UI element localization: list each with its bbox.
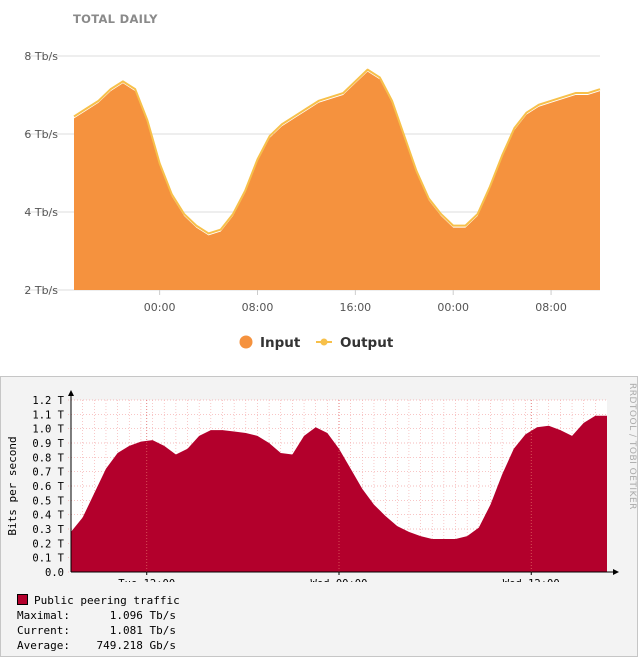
rrd-legend: Public peering traffic Maximal: 1.096 Tb…: [17, 593, 180, 653]
y-tick-label: 0.9 T: [32, 438, 64, 450]
legend-output-label: Output: [340, 335, 394, 351]
x-tick-label: Wed 00:00: [311, 578, 368, 582]
legend-max-row: Maximal: 1.096 Tb/s: [17, 608, 180, 623]
chart-title: TOTAL DAILY: [73, 12, 158, 26]
x-tick-label: 08:00: [242, 301, 274, 314]
y-tick-label: 0.8 T: [32, 452, 64, 464]
y-tick-label: 6 Tb/s: [24, 128, 58, 141]
y-tick-label: 0.3 T: [32, 524, 64, 536]
x-tick-label: 00:00: [437, 301, 469, 314]
y-axis-arrow: [68, 390, 74, 396]
rrd-watermark: RRDTOOL / TOBI OETIKER: [627, 383, 637, 510]
y-tick-label: 0.4 T: [32, 510, 64, 522]
x-tick-label: Wed 12:00: [503, 578, 560, 582]
legend-series-row: Public peering traffic: [17, 593, 180, 608]
y-tick-label: 0.6 T: [32, 481, 64, 493]
y-tick-label: 1.2 T: [32, 395, 64, 407]
legend-max-label: Maximal:: [17, 609, 70, 622]
series-swatch: [17, 594, 28, 605]
y-tick-label: 0.0: [45, 567, 64, 579]
legend-average-label: Average:: [17, 639, 70, 652]
legend-input-marker: [239, 335, 253, 349]
y-tick-label: 2 Tb/s: [24, 284, 58, 297]
legend-current-value: 1.081 Tb/s: [109, 624, 176, 637]
legend-max-value: 1.096 Tb/s: [109, 609, 176, 622]
y-tick-label: 8 Tb/s: [24, 50, 58, 63]
input-series-area: [74, 71, 600, 290]
legend-average-value: 749.218 Gb/s: [96, 639, 176, 652]
x-tick-label: 08:00: [535, 301, 567, 314]
x-tick-label: Tue 12:00: [118, 578, 175, 582]
legend-series-label: Public peering traffic: [34, 594, 180, 607]
y-tick-label: 0.1 T: [32, 553, 64, 565]
y-tick-label: 0.7 T: [32, 467, 64, 479]
y-tick-label: 0.2 T: [32, 538, 64, 550]
rrd-graph-panel: 0.0 0.1 T 0.2 T 0.3 T 0.4 T 0.5 T 0.6 T 0.7 T 0.…: [0, 376, 638, 657]
total-daily-plot: 2 Tb/s 4 Tb/s 6 Tb/s 8 Tb/s 00:00 08:00 16:00 0…: [24, 50, 601, 351]
x-axis-arrow: [613, 569, 619, 575]
y-tick-label: 0.5 T: [32, 495, 64, 507]
y-tick-label: 4 Tb/s: [24, 206, 58, 219]
legend-input-label: Input: [260, 335, 301, 351]
legend-current-row: Current: 1.081 Tb/s: [17, 623, 180, 638]
total-daily-chart: TOTAL DAILY 2 Tb/s 4 Tb/s 6 Tb/s 8 Tb/s 00:0…: [24, 12, 601, 351]
rrd-plot: 0.0 0.1 T 0.2 T 0.3 T 0.4 T 0.5 T 0.6 T 0.7 T 0.…: [6, 390, 619, 590]
legend-average-row: Average: 749.218 Gb/s: [17, 638, 180, 653]
y-tick-label: 1.0 T: [32, 424, 64, 436]
output-series-line: [73, 68, 601, 235]
x-tick-label: 00:00: [144, 301, 176, 314]
legend-output-marker: [320, 338, 328, 346]
y-tick-label: 1.1 T: [32, 409, 64, 421]
y-axis-label: Bits per second: [6, 436, 19, 535]
x-tick-label: 16:00: [339, 301, 371, 314]
legend-current-label: Current:: [17, 624, 70, 637]
